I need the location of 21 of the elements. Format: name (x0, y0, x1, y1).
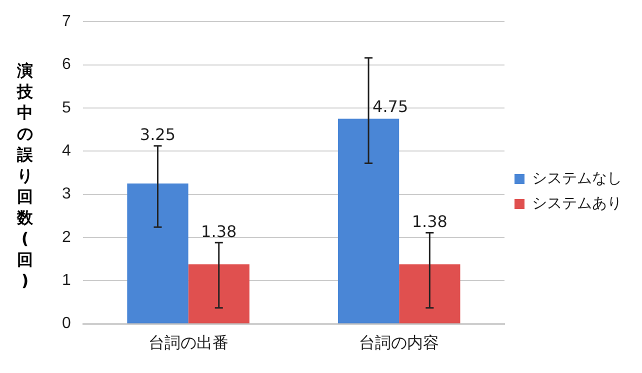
text: 演技中の誤り回数(回) (17, 60, 33, 290)
bar (399, 264, 460, 324)
y-tick-label: 1 (62, 272, 71, 290)
data-label: 1.38 (412, 212, 448, 231)
bar (188, 264, 250, 324)
y-tick-label: 2 (62, 228, 71, 246)
data-label: 1.38 (201, 222, 237, 241)
x-tick-label: 台詞の出番 (148, 334, 228, 352)
y-tick-label: 6 (62, 56, 71, 74)
y-tick-label: 3 (62, 186, 71, 203)
data-label: 4.75 (372, 96, 408, 116)
y-tick-label: 7 (62, 13, 71, 30)
bar (338, 118, 400, 324)
y-tick-label: 4 (62, 142, 71, 160)
data-label: 3.25 (140, 125, 176, 144)
x-tick-label: 台詞の内容 (359, 334, 440, 352)
bar (127, 183, 188, 324)
legend-label: システムあり (532, 195, 622, 212)
y-tick-label: 0 (62, 315, 71, 332)
legend-label: システムなし (532, 170, 622, 188)
y-tick-label: 5 (62, 99, 71, 116)
